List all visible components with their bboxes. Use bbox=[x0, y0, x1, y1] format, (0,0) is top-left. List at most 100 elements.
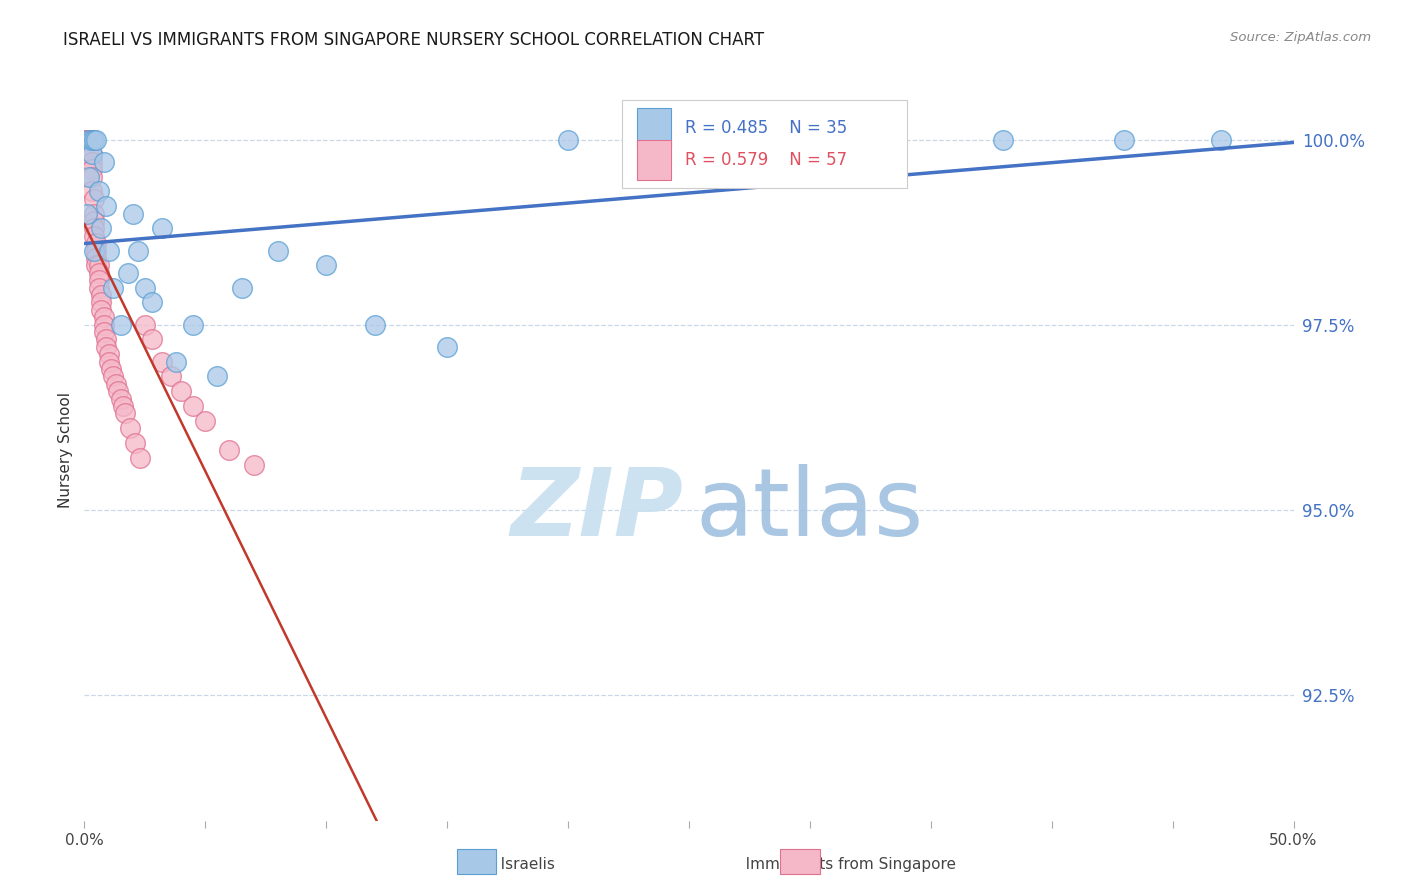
Text: R = 0.485    N = 35: R = 0.485 N = 35 bbox=[685, 119, 848, 136]
Point bbox=[94, 340, 117, 354]
Point bbox=[77, 169, 100, 184]
Point bbox=[315, 259, 337, 273]
Text: Source: ZipAtlas.com: Source: ZipAtlas.com bbox=[1230, 31, 1371, 45]
Point bbox=[120, 421, 142, 435]
FancyBboxPatch shape bbox=[623, 100, 907, 187]
Text: ZIP: ZIP bbox=[510, 464, 683, 556]
Point bbox=[799, 132, 821, 146]
Point bbox=[181, 399, 204, 413]
Point bbox=[76, 132, 98, 146]
Point bbox=[87, 259, 110, 273]
Point bbox=[76, 132, 98, 146]
Point bbox=[181, 318, 204, 332]
Point bbox=[134, 318, 156, 332]
Point bbox=[77, 132, 100, 146]
Point bbox=[218, 443, 240, 458]
Text: Israelis: Israelis bbox=[486, 857, 554, 872]
Point bbox=[86, 259, 108, 273]
Point bbox=[363, 318, 385, 332]
Point bbox=[93, 325, 115, 339]
Point bbox=[83, 132, 105, 146]
Point bbox=[76, 206, 98, 220]
Point bbox=[77, 147, 100, 161]
Point bbox=[80, 147, 103, 161]
Point bbox=[80, 162, 103, 177]
Point bbox=[114, 407, 136, 421]
Point bbox=[103, 280, 125, 294]
Text: R = 0.579    N = 57: R = 0.579 N = 57 bbox=[685, 152, 848, 169]
Point bbox=[83, 244, 105, 258]
Point bbox=[80, 132, 103, 146]
Point bbox=[165, 354, 187, 368]
Point bbox=[93, 318, 115, 332]
Point bbox=[160, 369, 183, 384]
Point bbox=[80, 147, 103, 161]
Point bbox=[207, 369, 229, 384]
Point bbox=[127, 244, 149, 258]
Point bbox=[103, 369, 125, 384]
Point bbox=[1209, 132, 1232, 146]
Point bbox=[86, 236, 108, 251]
Point bbox=[77, 132, 100, 146]
Point bbox=[83, 206, 105, 220]
Point bbox=[104, 376, 127, 391]
Point bbox=[77, 132, 100, 146]
Text: Immigrants from Singapore: Immigrants from Singapore bbox=[731, 857, 956, 872]
Point bbox=[97, 244, 120, 258]
Point bbox=[231, 280, 253, 294]
Point bbox=[76, 132, 98, 146]
Point bbox=[77, 132, 100, 146]
Point bbox=[110, 392, 132, 406]
Point bbox=[117, 266, 139, 280]
Point bbox=[83, 228, 105, 243]
Point bbox=[77, 132, 100, 146]
Point bbox=[129, 450, 152, 465]
Point bbox=[194, 414, 217, 428]
Point bbox=[80, 185, 103, 199]
Point bbox=[87, 280, 110, 294]
Point bbox=[86, 251, 108, 265]
Point bbox=[134, 280, 156, 294]
Text: atlas: atlas bbox=[695, 464, 924, 556]
Point bbox=[107, 384, 129, 399]
Point bbox=[141, 333, 163, 347]
Point bbox=[121, 206, 143, 220]
Point bbox=[678, 132, 700, 146]
Point bbox=[436, 340, 458, 354]
Point bbox=[80, 169, 103, 184]
Point bbox=[110, 318, 132, 332]
Point bbox=[112, 399, 135, 413]
Point bbox=[80, 132, 103, 146]
Point bbox=[87, 266, 110, 280]
Point bbox=[267, 244, 290, 258]
Point bbox=[86, 132, 108, 146]
Point bbox=[170, 384, 193, 399]
Point bbox=[90, 221, 112, 235]
Point bbox=[94, 333, 117, 347]
Point bbox=[242, 458, 264, 473]
Point bbox=[100, 362, 122, 376]
FancyBboxPatch shape bbox=[637, 108, 671, 148]
Point bbox=[150, 221, 173, 235]
Point bbox=[97, 354, 120, 368]
Point bbox=[80, 154, 103, 169]
Point bbox=[141, 295, 163, 310]
Point bbox=[90, 295, 112, 310]
Point bbox=[93, 154, 115, 169]
Point bbox=[97, 347, 120, 361]
Point bbox=[90, 288, 112, 302]
Point bbox=[83, 221, 105, 235]
Point bbox=[557, 132, 579, 146]
Point bbox=[87, 273, 110, 287]
Point bbox=[993, 132, 1015, 146]
Point bbox=[83, 214, 105, 228]
Text: ISRAELI VS IMMIGRANTS FROM SINGAPORE NURSERY SCHOOL CORRELATION CHART: ISRAELI VS IMMIGRANTS FROM SINGAPORE NUR… bbox=[63, 31, 765, 49]
Point bbox=[94, 199, 117, 213]
Point bbox=[76, 132, 98, 146]
Point bbox=[93, 310, 115, 325]
Point bbox=[1114, 132, 1136, 146]
Point bbox=[90, 302, 112, 317]
Point bbox=[150, 354, 173, 368]
Point bbox=[83, 192, 105, 206]
Point bbox=[87, 185, 110, 199]
